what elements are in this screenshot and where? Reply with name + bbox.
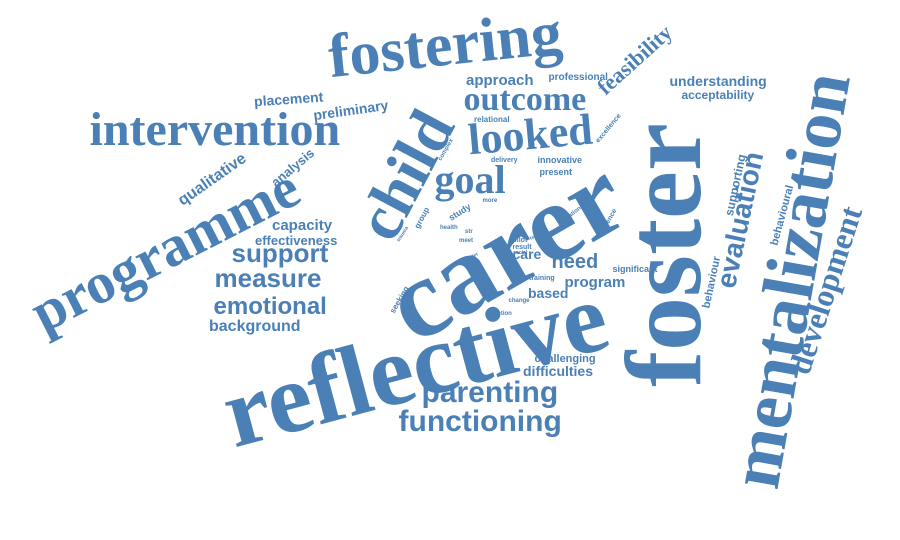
- cloud-word-need: need: [551, 251, 599, 273]
- cloud-word-program: program: [564, 273, 626, 291]
- cloud-word-intervention: intervention: [89, 103, 341, 156]
- cloud-word-acceptability: acceptability: [681, 88, 755, 102]
- cloud-word-significant: significant: [612, 263, 658, 274]
- cloud-word-support: support: [231, 238, 329, 268]
- cloud-word-outcome: outcome: [463, 81, 587, 118]
- cloud-word-meet: meet: [459, 238, 474, 244]
- cloud-word-pilot: pilot: [512, 236, 528, 244]
- cloud-word-goal: goal: [434, 157, 506, 202]
- cloud-word-understanding: understanding: [669, 73, 767, 89]
- cloud-word-str: str: [465, 229, 473, 235]
- cloud-word-more: more: [482, 198, 498, 204]
- cloud-word-innovative: innovative: [537, 154, 583, 165]
- cloud-word-effectiveness: effectiveness: [255, 232, 338, 248]
- cloud-word-training: training: [529, 274, 555, 282]
- cloud-word-difficulties: difficulties: [523, 363, 594, 379]
- cloud-word-measure: measure: [214, 263, 322, 293]
- cloud-word-change: change: [508, 298, 530, 304]
- cloud-word-background: background: [209, 318, 301, 335]
- cloud-word-foster: foster: [604, 123, 724, 387]
- cloud-word-parenting: parenting: [421, 376, 559, 409]
- cloud-word-present: present: [539, 166, 573, 177]
- cloud-word-result: result: [512, 243, 532, 251]
- cloud-word-based: based: [528, 285, 569, 301]
- cloud-word-relational: relational: [474, 115, 510, 124]
- cloud-word-functioning: functioning: [398, 405, 562, 438]
- cloud-word-delivery: delivery: [491, 156, 518, 164]
- cloud-word-care: care: [512, 246, 542, 262]
- cloud-word-challenging: challenging: [534, 352, 596, 365]
- cloud-word-emotional: emotional: [213, 293, 327, 320]
- cloud-word-feasibility: feasibility: [592, 19, 677, 100]
- cloud-word-emotion: emotion: [488, 311, 512, 317]
- cloud-word-approach: approach: [466, 71, 534, 89]
- cloud-word-social: social: [513, 249, 528, 256]
- cloud-word-capacity: capacity: [272, 216, 333, 234]
- cloud-word-health: health: [440, 225, 458, 231]
- cloud-word-professional: professional: [548, 72, 608, 83]
